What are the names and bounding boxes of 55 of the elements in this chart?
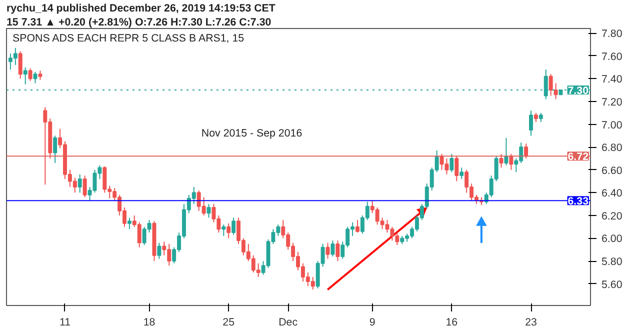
candlestick (336, 240, 340, 262)
candlestick (534, 112, 538, 122)
candlestick (78, 174, 82, 194)
chart-subtitle: rychu_14 published December 26, 2019 14:19:53 CET (6, 2, 276, 14)
candlestick (450, 153, 454, 173)
x-tick-label: 23 (525, 316, 538, 328)
candlestick (23, 66, 28, 85)
y-tick-label: 5.60 (602, 278, 622, 291)
y-tick-label: 6.40 (602, 188, 622, 200)
candlestick (232, 217, 236, 236)
ref-line-label: 7.30 (568, 85, 589, 98)
candlestick (504, 137, 508, 166)
candlestick (509, 153, 514, 170)
x-tick-label: 18 (143, 316, 156, 328)
annotation: Nov 2015 - Sep 2016 (201, 127, 302, 140)
candlestick (548, 74, 553, 96)
y-tick-label: 7.80 (602, 28, 622, 40)
text: 15 7.31 ▲ +0.20 (+2.81%) O:7.26 H:7.30 L:7.26 C:7.30 (6, 16, 272, 28)
y-tick-label: 7.20 (602, 96, 622, 108)
candlestick (529, 110, 533, 136)
candlestick (554, 82, 558, 100)
candlestick (356, 220, 360, 234)
candlestick (28, 68, 32, 82)
candlestick (222, 224, 226, 236)
candlestick (524, 143, 528, 159)
candlestick (127, 217, 132, 230)
y-tick-label: 6.80 (602, 142, 622, 154)
y-tick-label: 7.40 (602, 74, 622, 86)
candlestick (206, 204, 211, 218)
y-tick-label: 5.80 (602, 256, 622, 268)
candlestick (460, 167, 464, 180)
candlestick (82, 175, 87, 198)
y-tick-label: 6.00 (602, 233, 622, 246)
candlestick (330, 240, 335, 257)
y-tick-label: 7.00 (602, 119, 622, 132)
candlestick (499, 153, 504, 168)
candlestick (33, 71, 38, 84)
x-tick-label: 11 (59, 316, 71, 328)
candlestick (538, 112, 543, 122)
y-tick-label: 7.60 (602, 50, 622, 63)
candlestick (18, 50, 22, 80)
chart-title: SPONS ADS EACH REPR 5 CLASS B ARS1, 15 (12, 32, 244, 44)
candlestick (157, 242, 162, 260)
x-tick-label: Dec (278, 316, 298, 328)
x-tick-label: 25 (222, 316, 235, 328)
ref-line-label: 6.72 (568, 151, 589, 164)
ref-line-label: 6.33 (568, 196, 589, 208)
candlestick (454, 156, 459, 182)
candlestick (226, 222, 231, 239)
y-tick-label: 6.60 (602, 164, 622, 177)
x-tick-label: 9 (369, 316, 376, 328)
x-tick-label: 16 (446, 316, 458, 328)
candlestick (38, 70, 42, 80)
candlestick (53, 135, 58, 164)
y-tick-label: 6.20 (602, 210, 622, 222)
